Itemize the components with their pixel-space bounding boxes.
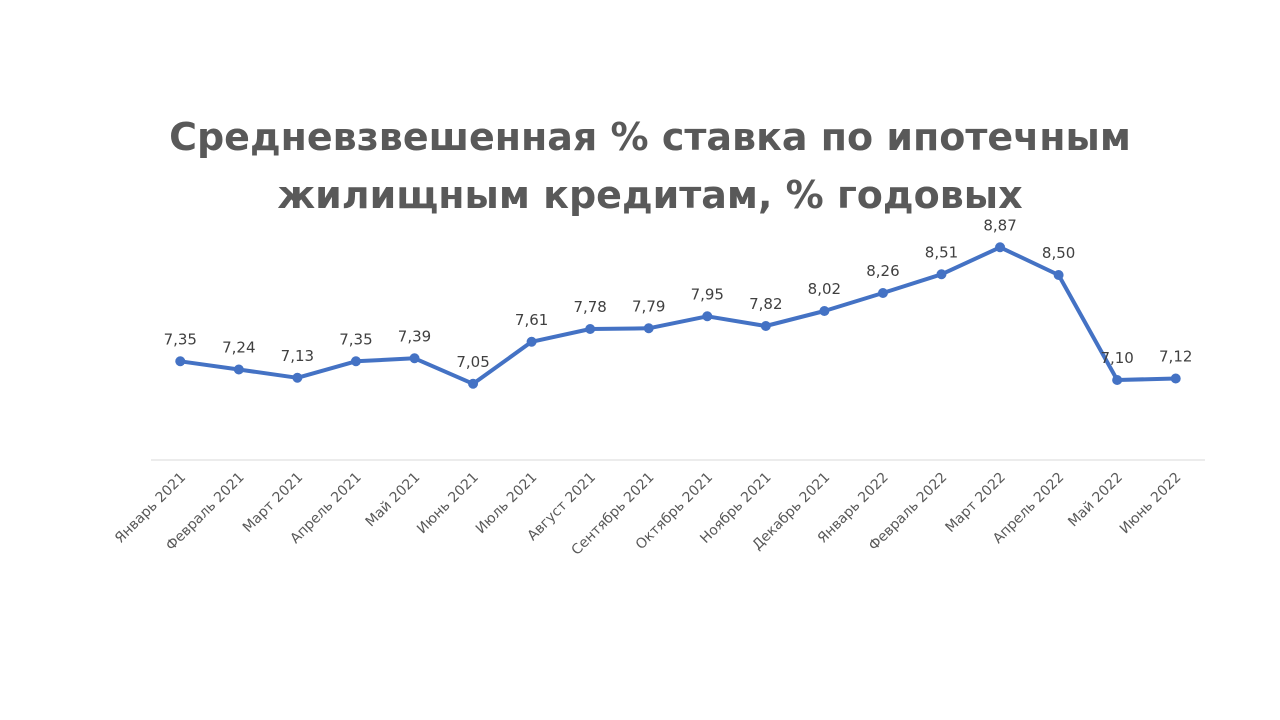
data-point: [1170, 373, 1181, 384]
data-label: 8,87: [983, 216, 1016, 234]
data-label: 7,05: [456, 353, 489, 371]
data-label: 7,39: [398, 327, 431, 345]
data-label: 7,35: [164, 330, 197, 348]
series-line: [178, 245, 1178, 386]
data-label: 7,79: [632, 297, 665, 315]
chart-title: Средневзвешенная % ставка по ипотечным ж…: [0, 108, 1280, 224]
x-tick-label: Июнь 2022: [1117, 470, 1185, 538]
x-tick-label: Май 2022: [1065, 470, 1126, 531]
data-label: 7,82: [749, 295, 782, 313]
data-label: 7,13: [281, 347, 314, 365]
data-label: 7,24: [222, 339, 255, 357]
data-point: [1053, 270, 1064, 280]
x-tick-label: Июнь 2021: [414, 470, 482, 538]
data-label: 8,50: [1042, 244, 1075, 262]
data-point: [175, 356, 186, 367]
data-label: 7,78: [573, 298, 606, 316]
data-point: [819, 306, 830, 316]
data-point: [468, 378, 479, 389]
data-point: [702, 311, 713, 322]
data-point: [585, 324, 596, 334]
data-label: 8,02: [808, 280, 841, 298]
data-point: [233, 364, 244, 375]
x-tick-label: Май 2021: [363, 470, 424, 531]
data-label: 7,10: [1100, 349, 1133, 367]
data-label: 7,95: [691, 285, 724, 303]
chart-title-line-1: Средневзвешенная % ставка по ипотечным: [169, 115, 1131, 159]
data-label: 8,51: [925, 243, 958, 261]
data-label: 7,12: [1159, 348, 1192, 366]
data-point: [877, 288, 888, 298]
data-point: [350, 356, 361, 367]
data-label: 7,61: [515, 311, 548, 329]
data-label: 7,35: [339, 330, 372, 348]
data-point: [409, 353, 420, 364]
data-point: [526, 336, 537, 347]
data-point: [1112, 375, 1123, 385]
data-label: 8,26: [866, 262, 899, 280]
data-point: [760, 321, 771, 331]
data-point: [936, 269, 947, 280]
data-point: [995, 242, 1006, 253]
chart-title-line-2: жилищным кредитам, % годовых: [277, 173, 1023, 217]
data-point: [643, 323, 654, 334]
data-point: [292, 372, 303, 383]
